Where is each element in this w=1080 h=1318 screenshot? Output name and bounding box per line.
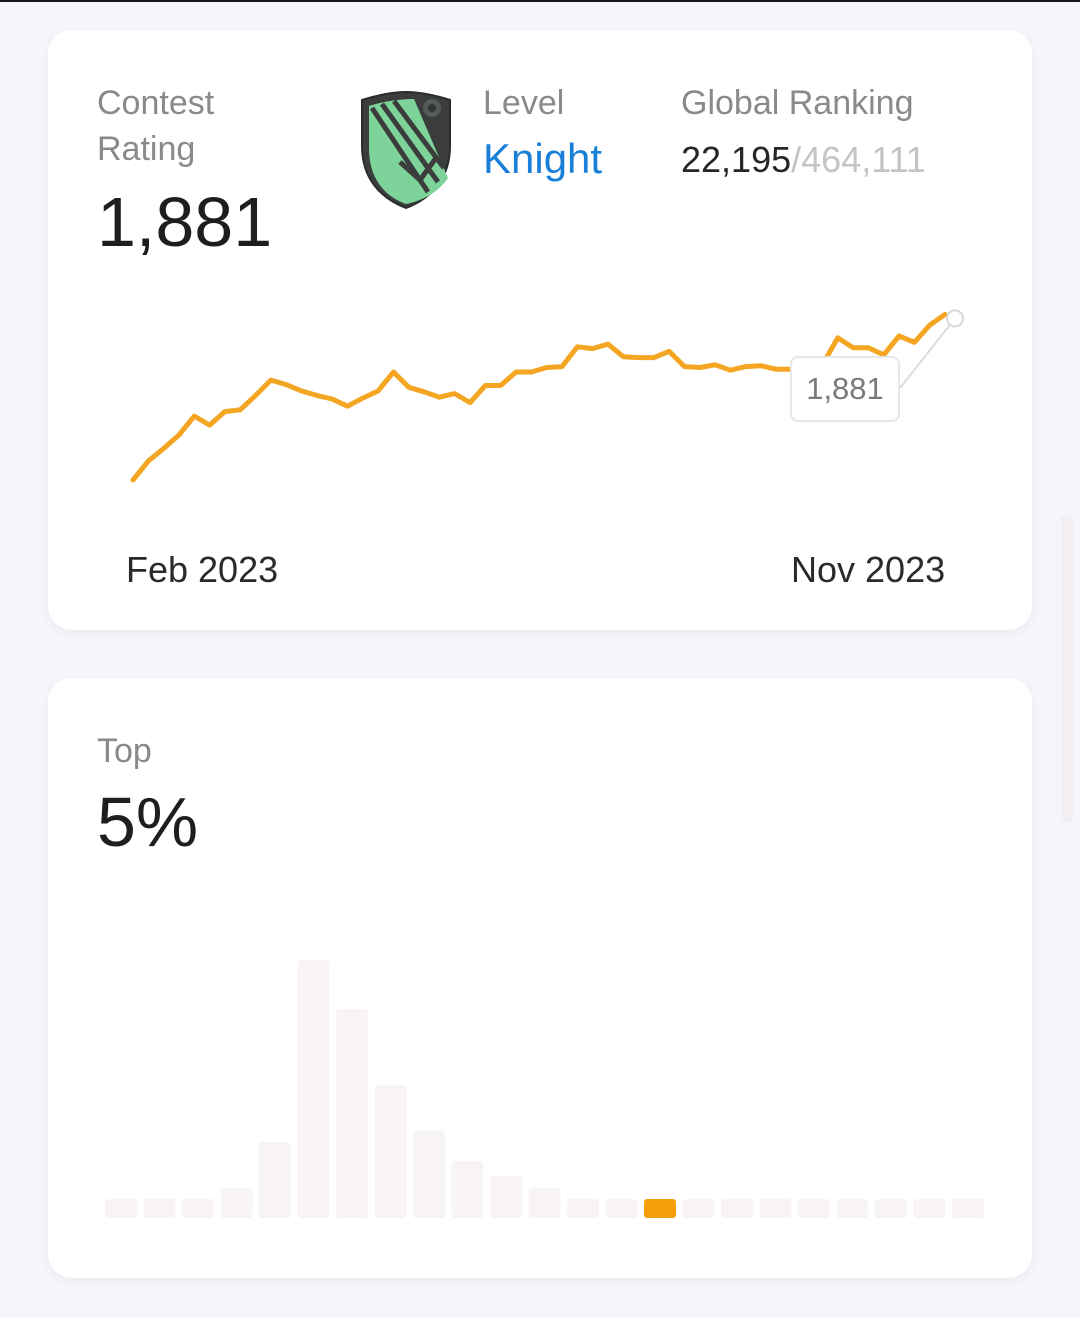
distribution-bar <box>297 960 330 1218</box>
distribution-bar <box>567 1199 599 1218</box>
rank-separator: / <box>791 139 802 180</box>
global-ranking-label: Global Ranking <box>681 84 914 122</box>
distribution-bar <box>451 1161 484 1218</box>
distribution-bar <box>105 1199 137 1218</box>
distribution-bar <box>721 1199 753 1218</box>
contest-rating-label: Contest Rating <box>97 84 215 168</box>
global-total: 464,111 <box>801 139 926 180</box>
distribution-bar <box>952 1199 984 1218</box>
tooltip-leader-line <box>899 317 956 389</box>
rating-line-chart[interactable] <box>48 30 1032 630</box>
distribution-bar <box>336 1009 368 1218</box>
top-edge <box>0 0 1080 2</box>
top-percentile-value: 5% <box>97 783 199 861</box>
distribution-bar-highlight <box>644 1199 676 1218</box>
distribution-bar <box>528 1187 561 1218</box>
global-ranking-value: 22,195/464,111 <box>681 138 926 182</box>
contest-rating-value: 1,881 <box>97 183 273 261</box>
scrollbar[interactable] <box>1061 516 1073 822</box>
distribution-bar <box>913 1199 946 1218</box>
distribution-bar <box>682 1199 715 1218</box>
distribution-bar <box>374 1085 407 1218</box>
top-percentile-label: Top <box>97 732 152 770</box>
distribution-bar <box>259 1142 291 1218</box>
current-rating-point[interactable] <box>946 309 964 328</box>
rating-distribution-chart <box>105 960 984 1218</box>
distribution-bar <box>759 1199 792 1218</box>
global-rank: 22,195 <box>681 139 792 180</box>
distribution-bar <box>220 1187 253 1218</box>
distribution-bar <box>875 1199 907 1218</box>
rating-tooltip: 1,881 <box>790 356 900 422</box>
x-axis-end-label: Nov 2023 <box>791 549 946 590</box>
distribution-bar <box>490 1176 522 1218</box>
distribution-bar <box>143 1199 176 1218</box>
knight-shield-icon <box>361 90 451 210</box>
distribution-bar <box>836 1199 869 1218</box>
x-axis-start-label: Feb 2023 <box>126 549 279 590</box>
top-percentile-card: Top 5% <box>48 678 1032 1278</box>
distribution-bar <box>182 1199 214 1218</box>
distribution-bar <box>605 1199 638 1218</box>
contest-rating-card: Contest Rating 1,881 Level Knight Global… <box>48 30 1032 630</box>
distribution-bar <box>413 1130 445 1218</box>
level-label: Level <box>483 84 565 122</box>
level-value: Knight <box>483 135 603 182</box>
distribution-bar <box>798 1199 830 1218</box>
